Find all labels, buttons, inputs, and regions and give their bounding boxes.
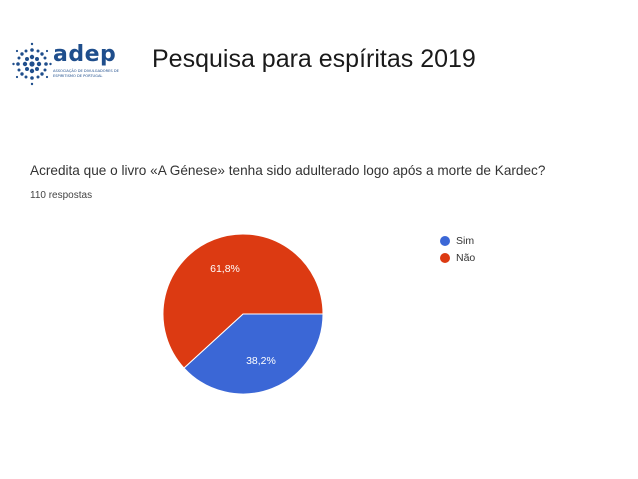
legend-item: Não [440,249,475,266]
response-count: 110 respostas [30,190,93,201]
legend-swatch [440,235,450,246]
legend-label: Não [456,251,476,264]
pie-slice-sim [183,313,324,395]
slide-title: Pesquisa para espíritas 2019 [152,45,476,73]
legend-swatch [440,252,450,263]
chart-legend: Sim Não [440,232,475,266]
pie-label-nao: 61,8% [210,263,240,275]
adep-logo: adep Associação de Divulgadores de Espir… [12,42,122,86]
legend-label: Sim [456,234,475,247]
logo-dots-icon [12,42,52,86]
survey-question: Acredita que o livro «A Génese» tenha si… [30,163,546,178]
logo-wordmark: adep [53,42,117,67]
pie-label-sim: 38,2% [246,355,276,367]
pie-slice-nao [162,233,324,369]
logo-subtitle: Associação de Divulgadores de Espiritism… [53,69,119,78]
legend-item: Sim [440,232,475,249]
